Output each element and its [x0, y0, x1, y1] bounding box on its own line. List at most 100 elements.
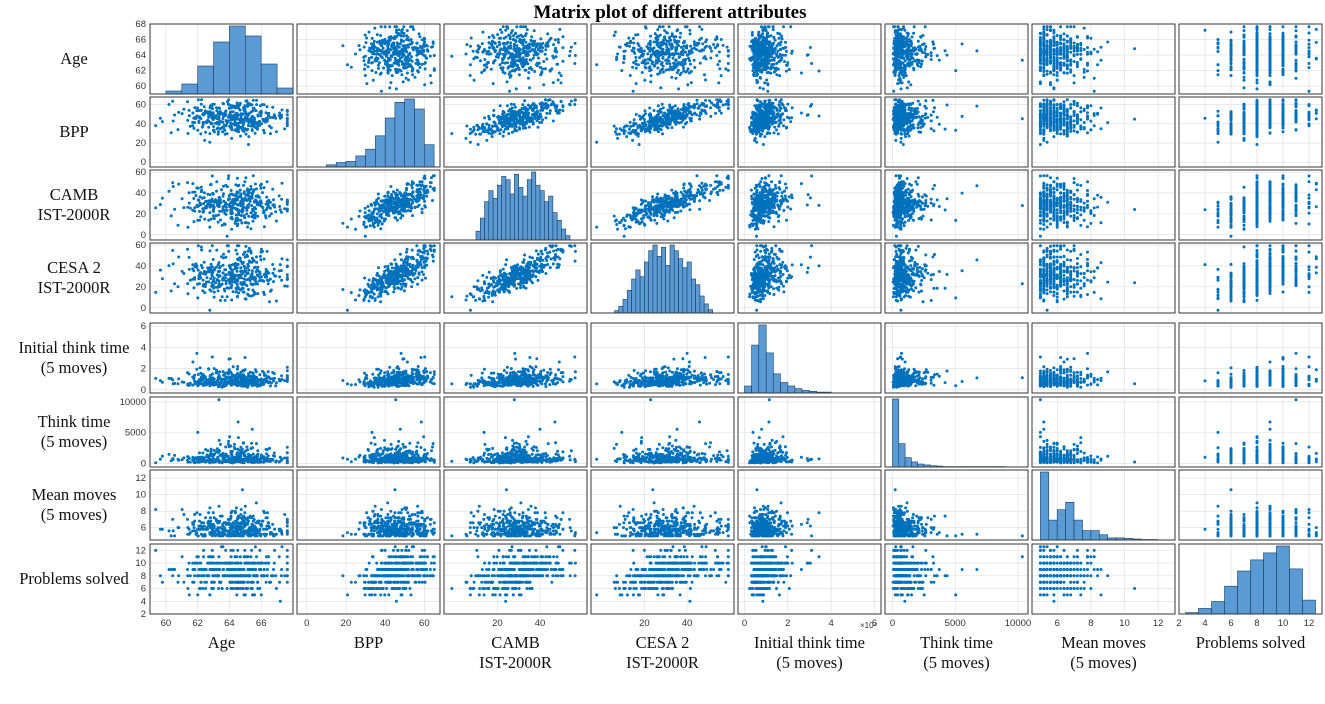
scatter-point	[703, 73, 706, 76]
scatter-point	[673, 39, 676, 42]
scatter-point	[384, 63, 387, 66]
scatter-point	[537, 48, 540, 51]
scatter-point	[514, 54, 517, 57]
scatter-point	[791, 50, 794, 53]
histogram-bar	[229, 26, 245, 94]
scatter-point	[622, 61, 625, 64]
scatter-point	[781, 37, 784, 40]
scatter-point	[655, 59, 658, 62]
scatter-point	[720, 74, 723, 77]
scatter-point	[377, 64, 380, 67]
scatter-point	[650, 68, 653, 71]
scatter-point	[561, 46, 564, 49]
scatter-matrix-figure: Matrix plot of different attributes 6062…	[0, 0, 1325, 704]
scatter-point	[760, 35, 763, 38]
scatter-point	[450, 55, 453, 58]
scatter-point	[680, 46, 683, 49]
panel-r0-c2	[444, 24, 587, 94]
scatter-point	[657, 50, 660, 53]
scatter-point	[651, 62, 654, 65]
scatter-point	[544, 53, 547, 56]
scatter-point	[421, 63, 424, 66]
scatter-point	[380, 72, 383, 75]
scatter-point	[498, 43, 501, 46]
scatter-point	[362, 56, 365, 59]
scatter-point	[532, 57, 535, 60]
scatter-point	[372, 79, 375, 82]
scatter-point	[765, 47, 768, 50]
scatter-point	[667, 52, 670, 55]
scatter-point	[365, 37, 368, 40]
scatter-point	[751, 39, 754, 42]
scatter-point	[411, 41, 414, 44]
scatter-point	[766, 90, 769, 93]
scatter-point	[906, 35, 909, 38]
scatter-point	[705, 45, 708, 48]
scatter-point	[422, 44, 425, 47]
scatter-point	[632, 47, 635, 50]
scatter-point	[541, 42, 544, 45]
scatter-point	[659, 34, 662, 37]
scatter-point	[433, 67, 436, 70]
scatter-point	[432, 42, 435, 45]
scatter-point	[486, 50, 489, 53]
scatter-point	[771, 52, 774, 55]
scatter-point	[507, 34, 510, 37]
scatter-point	[936, 54, 939, 57]
scatter-point	[629, 41, 632, 44]
scatter-point	[570, 46, 573, 49]
scatter-point	[384, 25, 387, 28]
scatter-point	[759, 86, 762, 89]
scatter-point	[767, 53, 770, 56]
scatter-point	[507, 45, 510, 48]
scatter-point	[680, 72, 683, 75]
scatter-point	[926, 53, 929, 56]
scatter-point	[930, 51, 933, 54]
scatter-point	[350, 66, 353, 69]
scatter-point	[662, 56, 665, 59]
scatter-point	[363, 59, 366, 62]
scatter-point	[689, 32, 692, 35]
scatter-point	[515, 68, 518, 71]
scatter-point	[415, 58, 418, 61]
scatter-point	[784, 41, 787, 44]
scatter-point	[944, 49, 947, 52]
scatter-point	[387, 69, 390, 72]
scatter-point	[699, 62, 702, 65]
scatter-point	[646, 62, 649, 65]
scatter-point	[938, 59, 941, 62]
scatter-point	[700, 28, 703, 31]
scatter-point	[689, 49, 692, 52]
scatter-point	[770, 65, 773, 68]
scatter-point	[419, 45, 422, 48]
scatter-point	[424, 67, 427, 70]
scatter-point	[411, 68, 414, 71]
scatter-point	[554, 47, 557, 50]
scatter-point	[419, 66, 422, 69]
scatter-point	[631, 66, 634, 69]
scatter-point	[385, 50, 388, 53]
scatter-point	[689, 63, 692, 66]
scatter-point	[688, 29, 691, 32]
scatter-point	[623, 57, 626, 60]
scatter-point	[544, 48, 547, 51]
scatter-point	[656, 67, 659, 70]
scatter-point	[380, 25, 383, 28]
scatter-point	[533, 54, 536, 57]
scatter-point	[488, 42, 491, 45]
scatter-point	[627, 37, 630, 40]
scatter-point	[364, 74, 367, 77]
scatter-point	[661, 68, 664, 71]
scatter-point	[632, 90, 635, 93]
scatter-point	[662, 25, 665, 28]
scatter-point	[498, 53, 501, 56]
scatter-point	[751, 34, 754, 37]
scatter-point	[515, 40, 518, 43]
scatter-point	[383, 59, 386, 62]
scatter-point	[406, 72, 409, 75]
scatter-point	[670, 76, 673, 79]
scatter-point	[657, 45, 660, 48]
scatter-point	[509, 41, 512, 44]
scatter-point	[783, 60, 786, 63]
scatter-point	[556, 63, 559, 66]
